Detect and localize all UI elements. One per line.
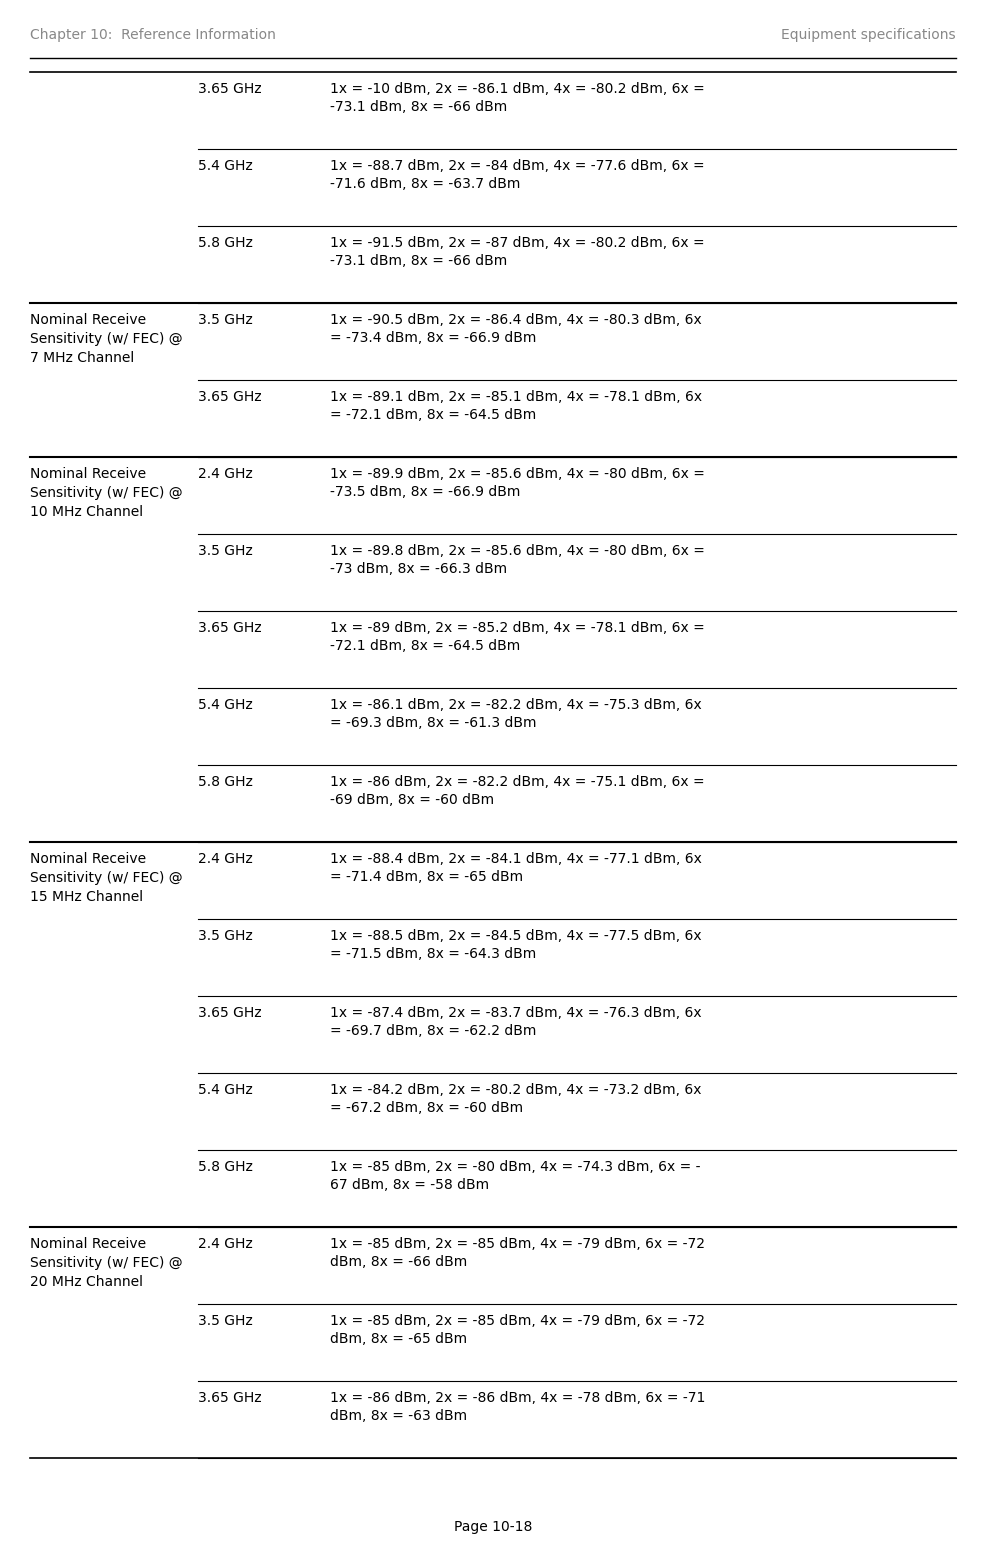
Text: 1x = -90.5 dBm, 2x = -86.4 dBm, 4x = -80.3 dBm, 6x
= -73.4 dBm, 8x = -66.9 dBm: 1x = -90.5 dBm, 2x = -86.4 dBm, 4x = -80… xyxy=(330,313,702,345)
Text: 5.4 GHz: 5.4 GHz xyxy=(198,159,252,173)
Text: 3.65 GHz: 3.65 GHz xyxy=(198,390,261,404)
Text: Nominal Receive
Sensitivity (w/ FEC) @
7 MHz Channel: Nominal Receive Sensitivity (w/ FEC) @ 7… xyxy=(30,313,182,365)
Text: 1x = -88.4 dBm, 2x = -84.1 dBm, 4x = -77.1 dBm, 6x
= -71.4 dBm, 8x = -65 dBm: 1x = -88.4 dBm, 2x = -84.1 dBm, 4x = -77… xyxy=(330,852,702,885)
Text: 3.65 GHz: 3.65 GHz xyxy=(198,1006,261,1020)
Text: Equipment specifications: Equipment specifications xyxy=(781,28,956,42)
Text: 3.65 GHz: 3.65 GHz xyxy=(198,82,261,96)
Text: 1x = -89 dBm, 2x = -85.2 dBm, 4x = -78.1 dBm, 6x =
-72.1 dBm, 8x = -64.5 dBm: 1x = -89 dBm, 2x = -85.2 dBm, 4x = -78.1… xyxy=(330,620,705,653)
Text: 3.65 GHz: 3.65 GHz xyxy=(198,1392,261,1406)
Text: 5.8 GHz: 5.8 GHz xyxy=(198,1160,252,1174)
Text: 5.8 GHz: 5.8 GHz xyxy=(198,236,252,250)
Text: 1x = -10 dBm, 2x = -86.1 dBm, 4x = -80.2 dBm, 6x =
-73.1 dBm, 8x = -66 dBm: 1x = -10 dBm, 2x = -86.1 dBm, 4x = -80.2… xyxy=(330,82,705,114)
Text: 1x = -85 dBm, 2x = -85 dBm, 4x = -79 dBm, 6x = -72
dBm, 8x = -65 dBm: 1x = -85 dBm, 2x = -85 dBm, 4x = -79 dBm… xyxy=(330,1314,705,1347)
Text: 1x = -86.1 dBm, 2x = -82.2 dBm, 4x = -75.3 dBm, 6x
= -69.3 dBm, 8x = -61.3 dBm: 1x = -86.1 dBm, 2x = -82.2 dBm, 4x = -75… xyxy=(330,698,702,731)
Text: 5.8 GHz: 5.8 GHz xyxy=(198,774,252,788)
Text: 3.5 GHz: 3.5 GHz xyxy=(198,313,252,327)
Text: 1x = -88.7 dBm, 2x = -84 dBm, 4x = -77.6 dBm, 6x =
-71.6 dBm, 8x = -63.7 dBm: 1x = -88.7 dBm, 2x = -84 dBm, 4x = -77.6… xyxy=(330,159,705,191)
Text: 1x = -89.1 dBm, 2x = -85.1 dBm, 4x = -78.1 dBm, 6x
= -72.1 dBm, 8x = -64.5 dBm: 1x = -89.1 dBm, 2x = -85.1 dBm, 4x = -78… xyxy=(330,390,702,421)
Text: 2.4 GHz: 2.4 GHz xyxy=(198,852,252,866)
Text: 1x = -89.8 dBm, 2x = -85.6 dBm, 4x = -80 dBm, 6x =
-73 dBm, 8x = -66.3 dBm: 1x = -89.8 dBm, 2x = -85.6 dBm, 4x = -80… xyxy=(330,544,705,577)
Text: 1x = -89.9 dBm, 2x = -85.6 dBm, 4x = -80 dBm, 6x =
-73.5 dBm, 8x = -66.9 dBm: 1x = -89.9 dBm, 2x = -85.6 dBm, 4x = -80… xyxy=(330,466,705,499)
Text: 1x = -86 dBm, 2x = -82.2 dBm, 4x = -75.1 dBm, 6x =
-69 dBm, 8x = -60 dBm: 1x = -86 dBm, 2x = -82.2 dBm, 4x = -75.1… xyxy=(330,774,705,807)
Text: 1x = -86 dBm, 2x = -86 dBm, 4x = -78 dBm, 6x = -71
dBm, 8x = -63 dBm: 1x = -86 dBm, 2x = -86 dBm, 4x = -78 dBm… xyxy=(330,1392,705,1423)
Text: 1x = -88.5 dBm, 2x = -84.5 dBm, 4x = -77.5 dBm, 6x
= -71.5 dBm, 8x = -64.3 dBm: 1x = -88.5 dBm, 2x = -84.5 dBm, 4x = -77… xyxy=(330,928,702,961)
Text: 1x = -84.2 dBm, 2x = -80.2 dBm, 4x = -73.2 dBm, 6x
= -67.2 dBm, 8x = -60 dBm: 1x = -84.2 dBm, 2x = -80.2 dBm, 4x = -73… xyxy=(330,1082,701,1115)
Text: Nominal Receive
Sensitivity (w/ FEC) @
15 MHz Channel: Nominal Receive Sensitivity (w/ FEC) @ 1… xyxy=(30,852,182,903)
Text: Page 10-18: Page 10-18 xyxy=(454,1519,532,1533)
Text: 5.4 GHz: 5.4 GHz xyxy=(198,1082,252,1096)
Text: 1x = -87.4 dBm, 2x = -83.7 dBm, 4x = -76.3 dBm, 6x
= -69.7 dBm, 8x = -62.2 dBm: 1x = -87.4 dBm, 2x = -83.7 dBm, 4x = -76… xyxy=(330,1006,702,1039)
Text: Nominal Receive
Sensitivity (w/ FEC) @
10 MHz Channel: Nominal Receive Sensitivity (w/ FEC) @ 1… xyxy=(30,466,182,519)
Text: 3.65 GHz: 3.65 GHz xyxy=(198,620,261,634)
Text: 1x = -85 dBm, 2x = -85 dBm, 4x = -79 dBm, 6x = -72
dBm, 8x = -66 dBm: 1x = -85 dBm, 2x = -85 dBm, 4x = -79 dBm… xyxy=(330,1236,705,1269)
Text: 3.5 GHz: 3.5 GHz xyxy=(198,1314,252,1328)
Text: 2.4 GHz: 2.4 GHz xyxy=(198,1236,252,1252)
Text: 3.5 GHz: 3.5 GHz xyxy=(198,928,252,942)
Text: 2.4 GHz: 2.4 GHz xyxy=(198,466,252,480)
Text: Chapter 10:  Reference Information: Chapter 10: Reference Information xyxy=(30,28,276,42)
Text: 5.4 GHz: 5.4 GHz xyxy=(198,698,252,712)
Text: 1x = -85 dBm, 2x = -80 dBm, 4x = -74.3 dBm, 6x = -
67 dBm, 8x = -58 dBm: 1x = -85 dBm, 2x = -80 dBm, 4x = -74.3 d… xyxy=(330,1160,700,1193)
Text: 3.5 GHz: 3.5 GHz xyxy=(198,544,252,558)
Text: 1x = -91.5 dBm, 2x = -87 dBm, 4x = -80.2 dBm, 6x =
-73.1 dBm, 8x = -66 dBm: 1x = -91.5 dBm, 2x = -87 dBm, 4x = -80.2… xyxy=(330,236,705,267)
Text: Nominal Receive
Sensitivity (w/ FEC) @
20 MHz Channel: Nominal Receive Sensitivity (w/ FEC) @ 2… xyxy=(30,1236,182,1289)
